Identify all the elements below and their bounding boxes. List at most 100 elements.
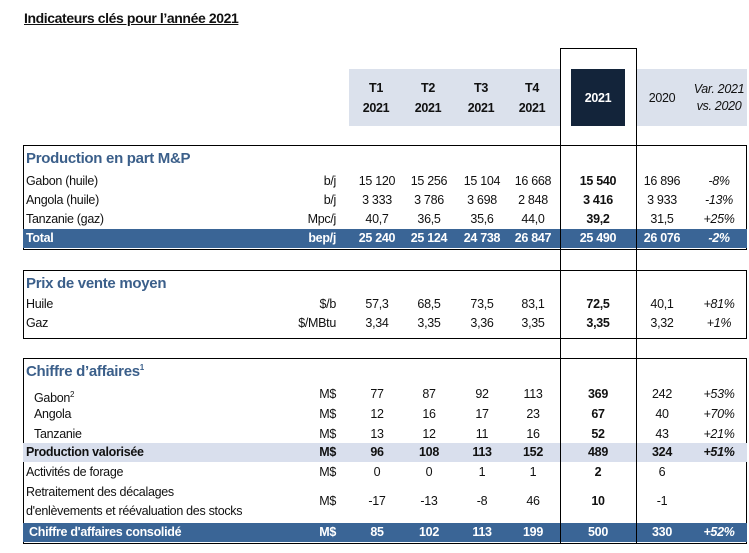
table-row: Gaz $/MBtu 3,34 3,35 3,36 3,35 3,35 3,32 +1% — [23, 314, 747, 333]
value-t3: 73,5 — [470, 297, 494, 311]
value-t4: 26 847 — [514, 231, 552, 245]
value-t3: 113 — [472, 525, 492, 539]
value-2021: 52 — [591, 427, 605, 441]
row-label-text: Angola — [34, 407, 72, 421]
row-label: Huile — [26, 295, 53, 314]
header-2021: 2021 — [584, 90, 612, 105]
section-frame — [23, 270, 747, 339]
row-unit: M$ — [319, 387, 336, 401]
row-label: Tanzanie — [34, 425, 82, 444]
row-label: Angola — [34, 405, 71, 424]
value-t2: 36,5 — [417, 212, 441, 226]
header-t1-line2: 2021 — [362, 100, 390, 115]
table-row: Retraitement des décalages d'enlèvements … — [23, 483, 747, 521]
value-t1: 0 — [373, 465, 381, 479]
row-unit: M$ — [319, 465, 336, 479]
value-t3: 3 698 — [467, 193, 497, 207]
value-t3: 113 — [472, 445, 492, 459]
value-2021: 67 — [591, 407, 605, 421]
table-row: Production valorisée M$ 96 108 113 152 489 324 +… — [23, 443, 747, 462]
value-2020: 16 896 — [643, 174, 681, 188]
header-t2-line1: T2 — [421, 80, 435, 95]
value-variation: -13% — [705, 193, 733, 207]
section-title-text: Production en part M&P — [26, 150, 191, 167]
row-unit: M$ — [319, 525, 336, 539]
header-variation-line1: Var. 2021 — [693, 81, 745, 96]
header-t2: T2 2021 — [402, 69, 454, 126]
value-2021: 489 — [588, 445, 608, 459]
row-label-text: Huile — [26, 297, 53, 311]
row-label: Retraitement des décalages d'enlèvements … — [26, 483, 243, 518]
row-label-line2: d'enlèvements et réévaluation des stocks — [26, 504, 243, 518]
value-variation: +52% — [703, 525, 735, 539]
value-t1: -17 — [368, 494, 386, 508]
row-label: Total — [26, 229, 54, 248]
row-label-text: Angola (huile) — [26, 193, 99, 207]
value-2020: 26 076 — [643, 231, 681, 245]
value-t1: 96 — [370, 445, 384, 459]
table-row: Tanzanie M$ 13 12 11 16 52 43 +21% — [23, 425, 747, 444]
value-2021: 2 — [594, 465, 602, 479]
row-unit: b/j — [323, 193, 337, 207]
value-t4: 23 — [526, 407, 540, 421]
value-2020: 40 — [655, 407, 669, 421]
table-row: Angola M$ 12 16 17 23 67 40 +70% — [23, 405, 747, 424]
value-2020: 242 — [652, 387, 672, 401]
table-row: Total bep/j 25 240 25 124 24 738 26 847 25 490… — [23, 229, 747, 248]
table-row: Huile $/b 57,3 68,5 73,5 83,1 72,5 40,1 +81% — [23, 295, 747, 314]
section-title: Production en part M&P — [26, 150, 191, 167]
header-variation: Var. 2021 vs. 2020 — [690, 69, 748, 126]
value-t4: 199 — [523, 525, 543, 539]
value-t2: 12 — [422, 427, 436, 441]
value-2021: 39,2 — [586, 212, 610, 226]
row-label: Gaz — [26, 314, 48, 333]
row-label-text: Tanzanie (gaz) — [26, 212, 104, 226]
value-variation: +53% — [703, 387, 735, 401]
header-t4: T4 2021 — [506, 69, 558, 126]
row-label: Activités de forage — [26, 463, 123, 482]
value-variation: +70% — [703, 407, 735, 421]
row-label: Gabon2 — [34, 385, 74, 408]
value-t4: 16 — [526, 427, 540, 441]
value-2021: 25 490 — [579, 231, 617, 245]
table-row: Activités de forage M$ 0 0 1 1 2 6 — [23, 463, 747, 482]
value-t1: 12 — [370, 407, 384, 421]
value-2021: 10 — [591, 494, 605, 508]
row-label-text: Chiffre d'affaires consolidé — [29, 525, 182, 539]
value-t2: 87 — [422, 387, 436, 401]
header-t3: T3 2021 — [455, 69, 507, 126]
row-unit: $/MBtu — [298, 316, 336, 330]
value-2020: 40,1 — [650, 297, 674, 311]
value-t4: 46 — [526, 494, 540, 508]
value-2020: 330 — [652, 525, 672, 539]
value-t4: 3,35 — [521, 316, 545, 330]
header-t3-line1: T3 — [474, 80, 488, 95]
value-2020: -1 — [656, 494, 668, 508]
value-t1: 57,3 — [365, 297, 389, 311]
page-title: Indicateurs clés pour l’année 2021 — [24, 10, 239, 26]
row-unit: $/b — [319, 297, 337, 311]
current-year-frame-right — [636, 49, 637, 543]
value-t3: 15 104 — [463, 174, 501, 188]
value-t3: 1 — [478, 465, 486, 479]
value-t1: 15 120 — [358, 174, 396, 188]
header-t3-line2: 2021 — [467, 100, 495, 115]
row-label: Production valorisée — [26, 443, 144, 462]
table-row: Gabon (huile) b/j 15 120 15 256 15 104 16 668… — [23, 172, 747, 191]
row-unit: Mpc/j — [307, 212, 337, 226]
header-band-comparison — [637, 69, 747, 126]
value-variation: +25% — [703, 212, 735, 226]
header-t4-line2: 2021 — [518, 100, 546, 115]
row-unit: M$ — [319, 445, 336, 459]
value-t3: 35,6 — [470, 212, 494, 226]
value-t2: 68,5 — [417, 297, 441, 311]
current-year-frame-left — [560, 49, 561, 543]
header-current-year-box — [571, 69, 625, 126]
row-unit: bep/j — [308, 231, 336, 245]
section-title-text: Chiffre d’affaires — [26, 363, 140, 380]
value-t3: 3,36 — [470, 316, 494, 330]
value-t2: 3 786 — [414, 193, 444, 207]
row-unit: b/j — [323, 174, 337, 188]
header-variation-line2: vs. 2020 — [696, 98, 742, 113]
row-label-text: Gaz — [26, 316, 49, 330]
